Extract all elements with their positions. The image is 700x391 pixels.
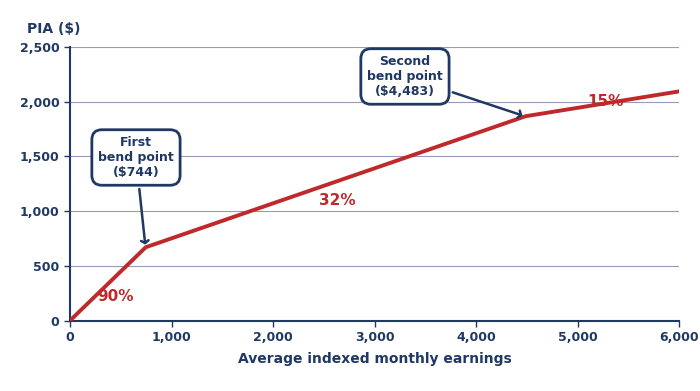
Text: Second
bend point
($4,483): Second bend point ($4,483) [367, 55, 521, 118]
X-axis label: Average indexed monthly earnings: Average indexed monthly earnings [237, 352, 512, 366]
Text: First
bend point
($744): First bend point ($744) [98, 136, 174, 243]
Text: 15%: 15% [587, 94, 624, 109]
Text: 90%: 90% [97, 289, 134, 304]
Text: PIA ($): PIA ($) [27, 22, 81, 36]
Text: 32%: 32% [318, 193, 356, 208]
